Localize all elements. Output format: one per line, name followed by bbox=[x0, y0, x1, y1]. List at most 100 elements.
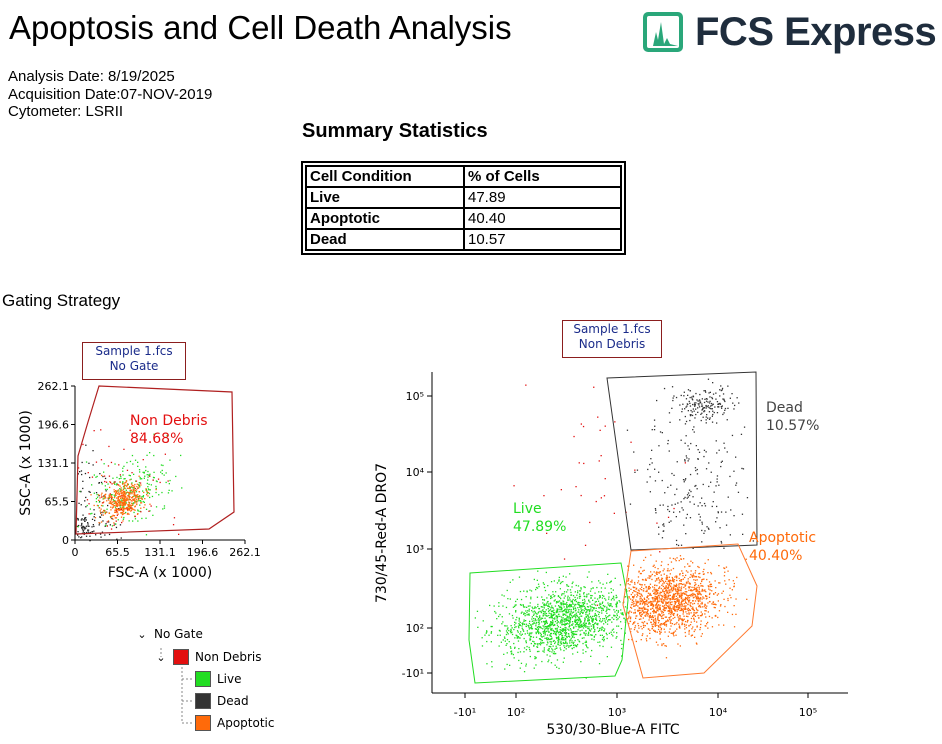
event-dot bbox=[570, 611, 572, 613]
event-dot bbox=[77, 531, 79, 533]
event-dot bbox=[500, 641, 502, 643]
event-dot bbox=[530, 627, 532, 630]
event-dot bbox=[689, 396, 691, 399]
tree-item-no-gate[interactable]: ⌄ No Gate bbox=[136, 627, 202, 641]
dead-gate[interactable] bbox=[606, 371, 758, 551]
event-dot bbox=[574, 630, 576, 633]
tree-item-dead[interactable]: Dead bbox=[195, 693, 249, 709]
tree-item-non-debris[interactable]: ⌄ Non Debris bbox=[155, 649, 262, 665]
event-dot bbox=[117, 484, 119, 486]
event-dot bbox=[557, 608, 559, 610]
event-dot bbox=[90, 494, 92, 496]
event-dot bbox=[704, 505, 707, 507]
event-dot bbox=[104, 525, 106, 527]
event-dot bbox=[585, 616, 588, 618]
event-dot bbox=[577, 585, 580, 587]
event-dot bbox=[486, 631, 488, 633]
event-dot bbox=[638, 590, 640, 592]
fcs-express-logo-icon bbox=[643, 12, 683, 52]
event-dot bbox=[134, 515, 136, 518]
event-dot bbox=[721, 389, 723, 391]
event-dot bbox=[508, 641, 510, 643]
event-dot bbox=[547, 585, 549, 587]
event-dot bbox=[509, 581, 511, 583]
event-dot bbox=[731, 434, 734, 437]
event-dot bbox=[135, 480, 138, 482]
event-dot bbox=[560, 642, 563, 644]
event-dot bbox=[705, 451, 707, 453]
event-dot bbox=[84, 518, 86, 520]
event-dot bbox=[490, 641, 492, 643]
chevron-down-icon[interactable]: ⌄ bbox=[156, 650, 166, 664]
event-dot bbox=[711, 603, 713, 605]
event-dot bbox=[121, 495, 123, 497]
event-dot bbox=[684, 635, 687, 637]
event-dot bbox=[590, 634, 593, 636]
event-dot bbox=[515, 626, 517, 628]
event-dot bbox=[535, 622, 538, 624]
event-dot bbox=[649, 594, 651, 596]
event-dot bbox=[546, 625, 548, 628]
event-dot bbox=[711, 408, 713, 410]
event-dot bbox=[620, 609, 622, 611]
event-dot bbox=[669, 598, 672, 600]
fsc-ssc-plot[interactable]: Non Debris 84.68% 0 65.5 131.1 196.6 262.106… bbox=[0, 375, 280, 585]
event-dot bbox=[114, 494, 116, 496]
event-dot bbox=[123, 486, 125, 488]
event-dot bbox=[535, 656, 537, 659]
event-dot bbox=[509, 630, 512, 633]
event-dot bbox=[689, 414, 691, 416]
event-dot bbox=[653, 429, 656, 431]
event-dot bbox=[523, 619, 525, 621]
event-dot bbox=[727, 597, 729, 600]
event-dot bbox=[687, 403, 689, 405]
event-dot bbox=[555, 602, 558, 604]
event-dot bbox=[515, 604, 517, 606]
tree-item-apoptotic[interactable]: Apoptotic bbox=[195, 715, 274, 731]
fitc-dro7-plot[interactable]: Dead 10.57% Live 47.89% Apoptotic 40.40%… bbox=[360, 360, 860, 744]
chevron-down-icon[interactable]: ⌄ bbox=[137, 627, 147, 641]
event-dot bbox=[674, 630, 677, 632]
event-dot bbox=[657, 604, 660, 606]
event-dot bbox=[672, 606, 674, 608]
event-dot bbox=[514, 647, 516, 649]
apoptotic-gate[interactable] bbox=[622, 543, 758, 679]
event-dot bbox=[109, 481, 111, 483]
event-dot bbox=[547, 661, 549, 663]
event-dot bbox=[85, 531, 88, 534]
event-dot bbox=[517, 631, 519, 633]
event-dot bbox=[677, 643, 679, 645]
event-dot bbox=[670, 520, 672, 522]
tree-item-live[interactable]: Live bbox=[195, 671, 242, 687]
event-dot bbox=[128, 487, 130, 490]
event-dot bbox=[546, 630, 548, 632]
event-dot bbox=[514, 646, 516, 648]
event-dot bbox=[650, 602, 652, 604]
event-dot bbox=[112, 477, 114, 479]
event-dot bbox=[519, 621, 521, 623]
event-dot bbox=[137, 510, 139, 512]
event-dot bbox=[611, 617, 613, 619]
event-dot bbox=[679, 511, 681, 513]
event-dot bbox=[122, 520, 124, 522]
event-dot bbox=[672, 557, 675, 560]
event-dot bbox=[558, 605, 560, 607]
event-dot bbox=[554, 620, 557, 623]
event-dot bbox=[523, 612, 525, 614]
event-dot bbox=[556, 647, 558, 649]
event-dot bbox=[167, 492, 170, 494]
live-gate[interactable] bbox=[468, 562, 629, 684]
tick-label: -10¹ bbox=[402, 667, 424, 680]
event-dot bbox=[519, 623, 521, 626]
event-dot bbox=[122, 504, 124, 506]
event-dot bbox=[137, 461, 139, 463]
non-debris-gate[interactable] bbox=[75, 385, 235, 535]
event-dot bbox=[634, 625, 637, 627]
apoptotic-gate-name: Apoptotic bbox=[749, 530, 816, 546]
plot1-events bbox=[76, 418, 183, 542]
event-dot bbox=[708, 392, 710, 394]
event-dot bbox=[498, 615, 500, 618]
event-dot bbox=[720, 465, 722, 468]
event-dot bbox=[558, 631, 560, 633]
